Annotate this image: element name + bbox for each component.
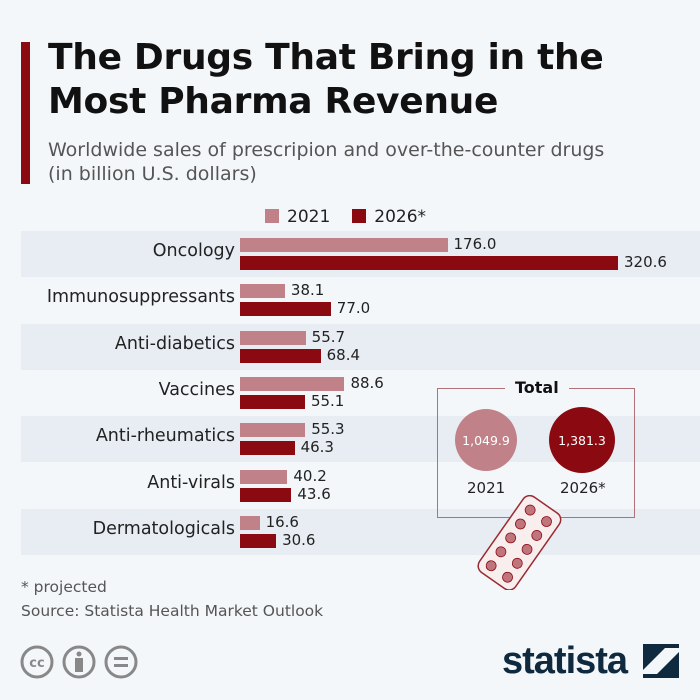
footnote: * projected: [21, 578, 107, 596]
bar-2026: [240, 256, 618, 270]
data-label: 38.1: [290, 281, 325, 300]
total-circle-2026: 1,381.3: [549, 407, 615, 473]
data-label: 55.3: [311, 420, 345, 439]
row-band: [21, 323, 700, 370]
logo-text: statista: [502, 640, 628, 682]
category-label: Oncology: [152, 241, 235, 261]
category-label: Anti-virals: [147, 472, 235, 493]
bar-2021: [240, 423, 306, 438]
bar-2021: [240, 515, 260, 530]
total-value: 1,049.9: [462, 432, 510, 448]
subtitle-line-2: (in billion U.S. dollars): [48, 163, 257, 185]
svg-text:cc: cc: [29, 656, 44, 671]
legend-item-2021: 2021: [265, 207, 330, 227]
bar-2026: [240, 533, 277, 548]
data-label: 46.3: [300, 438, 334, 457]
pill-blister-icon: [477, 495, 562, 590]
data-label: 176.0: [453, 235, 497, 253]
legend-label: 2026*: [374, 207, 427, 227]
data-label: 88.6: [350, 373, 384, 392]
category-label: Dermatologicals: [92, 518, 235, 539]
legend: 2021 2026*: [265, 207, 426, 227]
legend-label: 2021: [287, 207, 331, 227]
bar-2021: [240, 238, 448, 252]
total-value: 1,381.3: [558, 432, 606, 448]
total-label: Total: [505, 378, 569, 397]
bar-2026: [240, 441, 295, 456]
title-accent-bar: [21, 42, 30, 184]
cc-icon: [20, 645, 54, 679]
attribution-icon: [62, 645, 96, 679]
total-year: 2021: [467, 479, 506, 497]
data-label: 55.7: [311, 327, 346, 346]
category-label: Vaccines: [158, 379, 235, 400]
legend-swatch: [265, 209, 279, 223]
data-label: 77.0: [336, 299, 371, 318]
subtitle-line-1: Worldwide sales of prescripion and over-…: [48, 139, 605, 161]
source-note: Source: Statista Health Market Outlook: [21, 602, 324, 620]
title-line-1: The Drugs That Bring in the: [48, 37, 604, 78]
chart-subtitle: Worldwide sales of prescripion and over-…: [48, 138, 604, 186]
bar-2021: [240, 376, 345, 391]
statista-logo: statista: [502, 640, 628, 683]
total-circle-2021: 1,049.9: [455, 409, 517, 471]
title-line-2: Most Pharma Revenue: [48, 81, 499, 122]
category-label: Immunosuppressants: [46, 287, 235, 308]
legend-item-2026: 2026*: [352, 207, 426, 227]
data-label: 40.2: [293, 466, 327, 485]
row-band: [21, 508, 700, 555]
bar-2026: [240, 348, 321, 363]
category-label: Anti-rheumatics: [95, 426, 235, 447]
data-label: 55.1: [310, 391, 345, 410]
legend-swatch: [352, 209, 367, 223]
total-year: 2026*: [560, 479, 606, 497]
data-label: 16.6: [265, 512, 299, 531]
bar-2026: [240, 302, 331, 317]
bar-2021: [240, 469, 288, 484]
license-icons: cc: [20, 645, 138, 679]
bar-2021: [240, 284, 285, 299]
bar-2021: [240, 330, 306, 345]
chart-title: The Drugs That Bring in the Most Pharma R…: [48, 36, 604, 124]
data-label: 320.6: [624, 253, 667, 271]
bar-2026: [240, 394, 305, 409]
category-label: Anti-diabetics: [114, 333, 235, 354]
data-label: 30.6: [282, 530, 316, 549]
bar-2026: [240, 487, 292, 502]
statista-logo-icon: [643, 644, 679, 678]
data-label: 43.6: [297, 484, 331, 503]
data-label: 68.4: [326, 345, 361, 364]
no-derivatives-icon: [104, 645, 138, 679]
